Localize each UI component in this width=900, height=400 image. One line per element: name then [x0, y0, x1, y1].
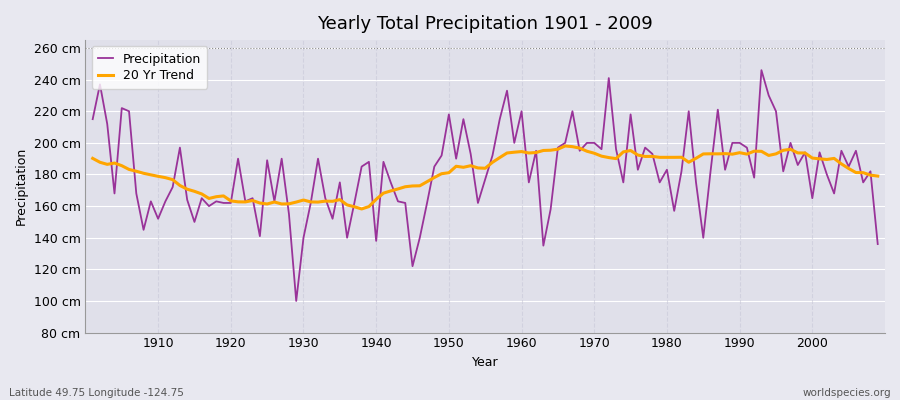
Precipitation — [517, 109, 527, 114]
Precipitation — [524, 180, 535, 185]
20 Yr Trend — [517, 149, 527, 154]
20 Yr Trend — [872, 174, 883, 178]
Y-axis label: Precipitation: Precipitation — [15, 147, 28, 226]
Line: Precipitation: Precipitation — [93, 70, 878, 301]
20 Yr Trend — [146, 172, 157, 177]
20 Yr Trend — [305, 200, 316, 204]
20 Yr Trend — [618, 150, 629, 154]
Precipitation — [312, 156, 323, 161]
Precipitation — [610, 147, 621, 152]
20 Yr Trend — [349, 204, 360, 209]
Title: Yearly Total Precipitation 1901 - 2009: Yearly Total Precipitation 1901 - 2009 — [318, 15, 653, 33]
20 Yr Trend — [524, 150, 535, 155]
Precipitation — [87, 117, 98, 122]
Precipitation — [872, 242, 883, 246]
Text: Latitude 49.75 Longitude -124.75: Latitude 49.75 Longitude -124.75 — [9, 388, 184, 398]
20 Yr Trend — [560, 144, 571, 148]
Precipitation — [146, 199, 157, 204]
Legend: Precipitation, 20 Yr Trend: Precipitation, 20 Yr Trend — [92, 46, 207, 89]
X-axis label: Year: Year — [472, 356, 499, 369]
Precipitation — [291, 298, 302, 303]
20 Yr Trend — [356, 206, 367, 211]
20 Yr Trend — [87, 156, 98, 161]
Text: worldspecies.org: worldspecies.org — [803, 388, 891, 398]
Precipitation — [756, 68, 767, 72]
Precipitation — [356, 164, 367, 169]
Line: 20 Yr Trend: 20 Yr Trend — [93, 146, 878, 209]
